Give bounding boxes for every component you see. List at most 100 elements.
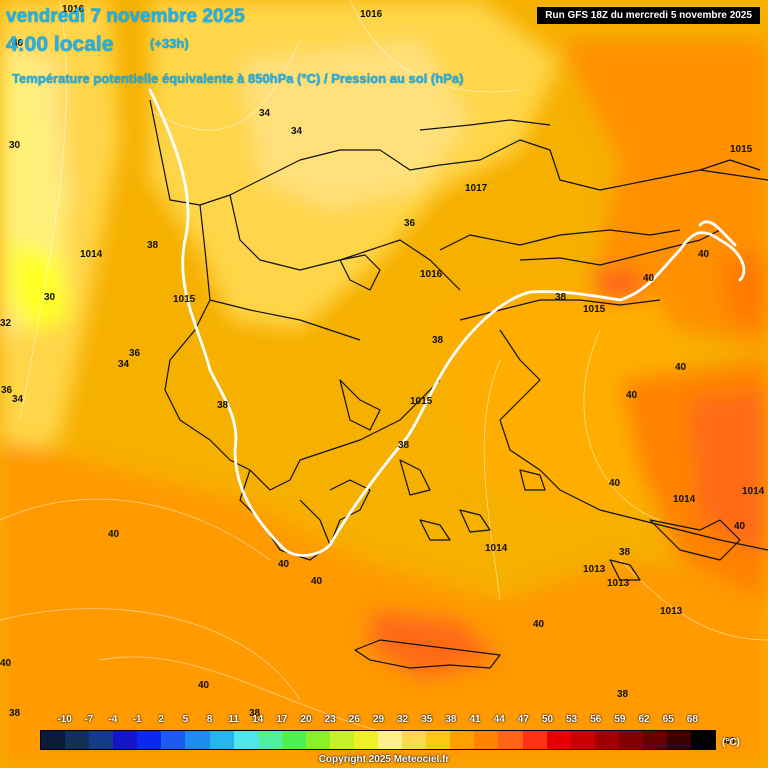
temperature-label: 40 bbox=[609, 478, 621, 489]
legend-swatch bbox=[378, 731, 403, 749]
legend-swatch bbox=[185, 731, 210, 749]
temperature-label: 38 bbox=[432, 335, 444, 346]
legend-label: -4 bbox=[108, 714, 118, 725]
legend-label: 32 bbox=[397, 714, 409, 725]
forecast-offset: (+33h) bbox=[150, 36, 189, 51]
legend-swatch bbox=[161, 731, 186, 749]
copyright: Copyright 2025 Meteociel.fr bbox=[318, 754, 450, 765]
pressure-label: 1016 bbox=[360, 9, 383, 20]
temperature-label: 34 bbox=[291, 126, 303, 137]
temperature-label: 40 bbox=[675, 362, 687, 373]
legend-label: 5 bbox=[182, 714, 189, 725]
legend-swatch bbox=[257, 731, 282, 749]
temperature-label: 34 bbox=[118, 359, 130, 370]
temperature-label: 38 bbox=[249, 708, 261, 719]
legend-swatch bbox=[498, 731, 523, 749]
legend-label: 47 bbox=[517, 714, 529, 725]
temperature-label: 40 bbox=[533, 619, 545, 630]
temperature-label: 38 bbox=[398, 440, 410, 451]
legend-label: 41 bbox=[469, 714, 481, 725]
legend-label: 65 bbox=[662, 714, 674, 725]
legend-swatch bbox=[329, 731, 355, 749]
legend-label: 56 bbox=[590, 714, 602, 725]
legend-swatch bbox=[594, 731, 619, 749]
temperature-label: 40 bbox=[12, 38, 24, 49]
legend-swatch bbox=[233, 731, 258, 749]
legend-label: 17 bbox=[276, 714, 288, 725]
legend-label: 20 bbox=[300, 714, 312, 725]
pressure-labels: 1016 1016 1017 1016 1015 1015 1015 1015 … bbox=[62, 4, 765, 617]
legend-label: 23 bbox=[324, 714, 336, 725]
legend-label: 59 bbox=[614, 714, 626, 725]
pressure-label: 1015 bbox=[583, 304, 606, 315]
temperature-label: 40 bbox=[734, 521, 746, 532]
legend-swatch bbox=[522, 731, 547, 749]
legend-label: 62 bbox=[638, 714, 650, 725]
isobars bbox=[148, 88, 746, 557]
pressure-label: 1014 bbox=[673, 494, 696, 505]
temperature-label: 38 bbox=[9, 708, 21, 719]
parameter-title: Température potentielle équivalente à 85… bbox=[12, 71, 464, 86]
temperature-label: 38 bbox=[217, 400, 229, 411]
legend-swatch bbox=[354, 731, 379, 749]
legend-swatch bbox=[450, 731, 475, 749]
pressure-label: 1015 bbox=[730, 144, 753, 155]
temperature-label: 38 bbox=[147, 240, 159, 251]
temperature-label: 40 bbox=[198, 680, 210, 691]
run-info: Run GFS 18Z du mercredi 5 novembre 2025 bbox=[537, 7, 760, 24]
legend-label: -10 bbox=[57, 714, 72, 725]
legend-swatch bbox=[426, 731, 451, 749]
legend-label: 2 bbox=[158, 714, 164, 725]
pressure-label: 1013 bbox=[607, 578, 630, 589]
legend-label: 11 bbox=[228, 714, 239, 725]
temperature-label: 38 bbox=[619, 547, 631, 558]
legend-label: -1 bbox=[132, 714, 142, 725]
temperature-label: 38 bbox=[617, 689, 629, 700]
legend-label: 35 bbox=[421, 714, 433, 725]
temperature-label: 34 bbox=[12, 394, 24, 405]
legend-swatch bbox=[41, 731, 66, 749]
legend-swatch bbox=[474, 731, 499, 749]
legend-swatch bbox=[209, 731, 234, 749]
forecast-date: vendredi 7 novembre 2025 bbox=[6, 6, 245, 27]
pressure-label: 1013 bbox=[583, 564, 606, 575]
legend-label: 53 bbox=[566, 714, 578, 725]
legend-label: 68 bbox=[686, 714, 698, 725]
pressure-label: 1015 bbox=[173, 294, 196, 305]
legend-swatch bbox=[546, 731, 571, 749]
pressure-label: 1014 bbox=[485, 543, 508, 554]
legend-label: 38 bbox=[445, 714, 457, 725]
pressure-label: 1017 bbox=[465, 183, 488, 194]
pressure-label: 1016 bbox=[420, 269, 443, 280]
temperature-label: 30 bbox=[9, 140, 21, 151]
legend-label: 29 bbox=[372, 714, 385, 725]
temperature-label: 38 bbox=[555, 292, 567, 303]
coastlines bbox=[149, 99, 768, 669]
temperature-label: 36 bbox=[129, 348, 141, 359]
legend-swatch bbox=[691, 731, 716, 749]
legend-swatch bbox=[667, 731, 692, 749]
temperature-labels: 40 34 34 30 38 36 38 30 32 36 34 36 34 3… bbox=[0, 38, 746, 747]
legend-unit: (°C) bbox=[722, 737, 740, 748]
legend-swatch bbox=[642, 731, 668, 749]
temperature-label: 40 bbox=[311, 576, 323, 587]
pressure-label: 1014 bbox=[80, 249, 103, 260]
temperature-label: 30 bbox=[44, 292, 56, 303]
legend-swatch bbox=[113, 731, 138, 749]
forecast-time: 4:00 locale bbox=[6, 33, 114, 56]
legend-label: 8 bbox=[206, 714, 213, 725]
temperature-label: 40 bbox=[278, 559, 290, 570]
temperature-label: 40 bbox=[0, 658, 12, 669]
legend-swatch bbox=[137, 731, 162, 749]
temperature-label: 40 bbox=[698, 249, 710, 260]
legend-label: 14 bbox=[252, 714, 264, 725]
pressure-label: 1014 bbox=[742, 486, 765, 497]
legend-swatch bbox=[570, 731, 595, 749]
legend-swatch bbox=[402, 731, 427, 749]
legend-label: 44 bbox=[493, 714, 505, 725]
legend-swatch bbox=[89, 731, 114, 749]
legend-swatch bbox=[305, 731, 330, 749]
legend-label: 50 bbox=[541, 714, 554, 725]
legend-swatch bbox=[618, 731, 643, 749]
